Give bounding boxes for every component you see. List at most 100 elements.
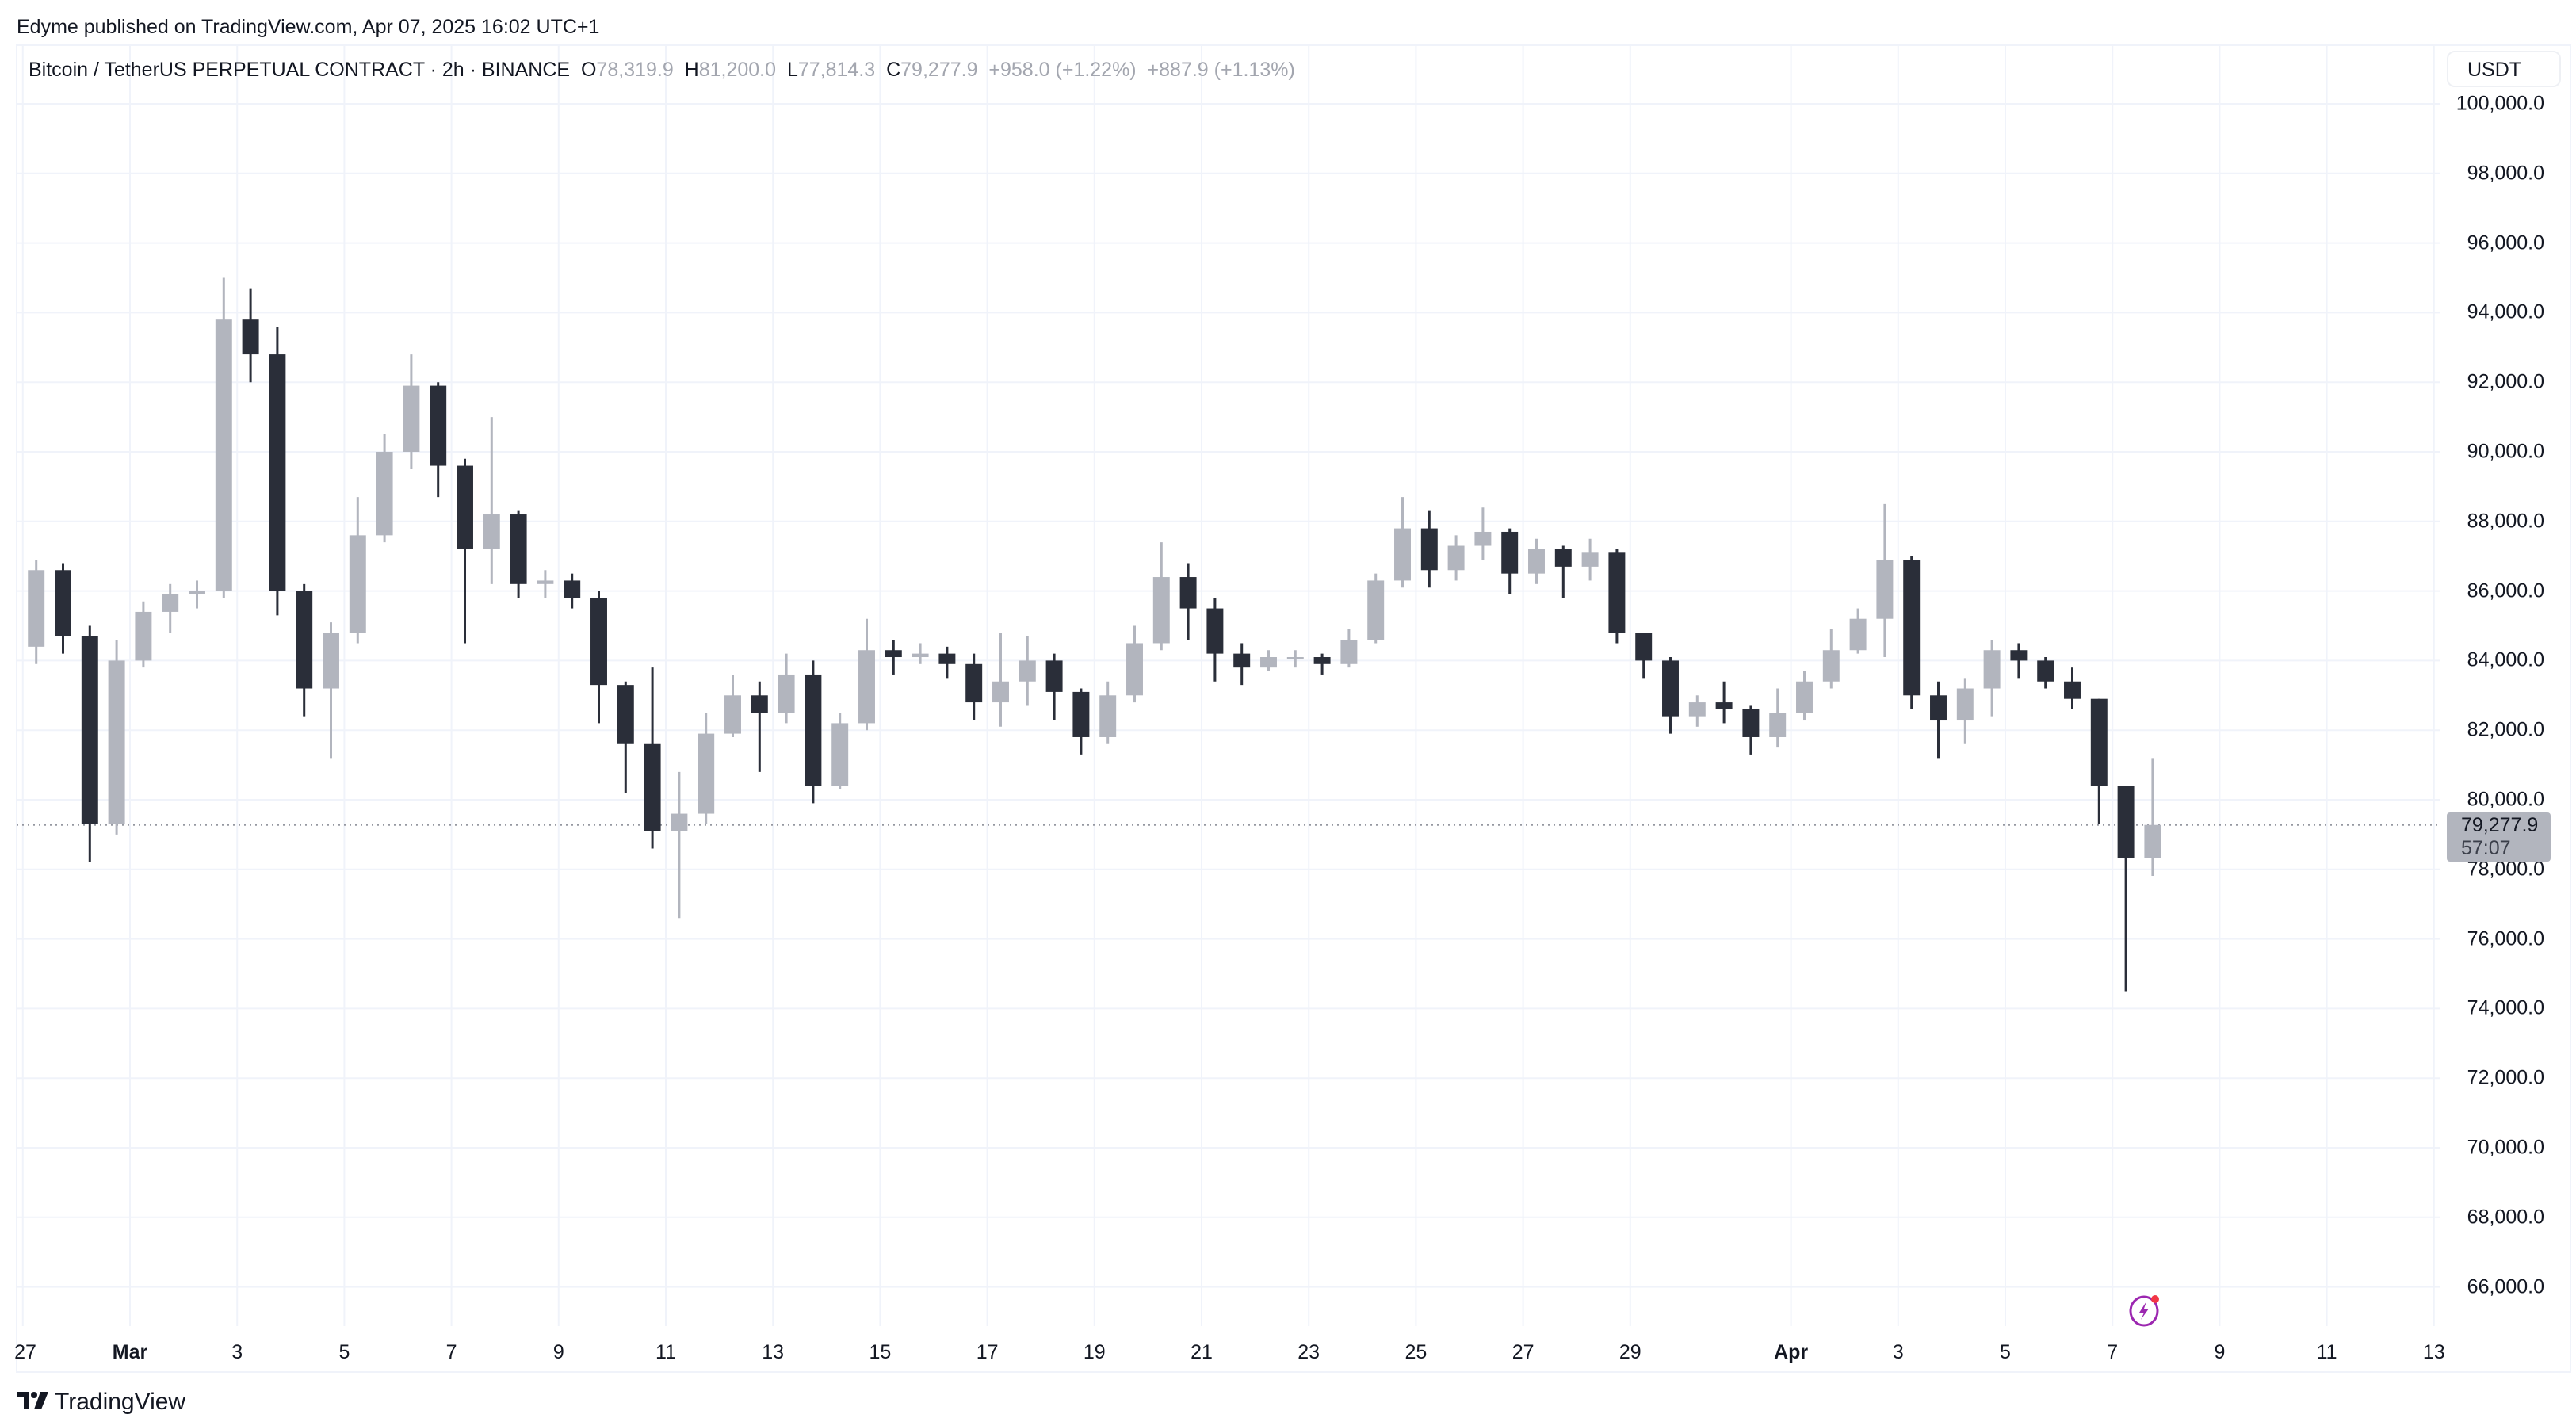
time-tick-label: 9: [552, 1341, 564, 1363]
time-tick-label: 11: [655, 1341, 676, 1363]
time-tick-label: 7: [445, 1341, 457, 1363]
candle-body: [483, 514, 500, 549]
time-tick-label: 5: [338, 1341, 350, 1363]
candle-body: [724, 695, 741, 734]
chart-frame: [16, 44, 2571, 1373]
candle: [938, 646, 956, 679]
candle-body: [403, 385, 420, 452]
candle-body: [1394, 528, 1411, 581]
candle: [1822, 629, 1840, 689]
candle: [189, 580, 205, 609]
candle-body: [242, 319, 259, 355]
candle: [510, 510, 527, 598]
candle-body: [1152, 577, 1170, 644]
time-tick-label: 21: [1191, 1341, 1213, 1363]
candle: [885, 640, 902, 675]
candle: [564, 573, 581, 609]
candle-body: [28, 570, 45, 647]
candle-body: [1528, 549, 1545, 574]
bar-countdown: 57:07: [2461, 836, 2511, 859]
time-tick-label: 13: [2422, 1341, 2445, 1363]
candle-body: [590, 598, 607, 686]
candle-body: [2010, 650, 2028, 661]
tradingview-logo[interactable]: TradingView: [17, 1389, 185, 1416]
candles: [28, 277, 2161, 992]
candle-body: [537, 580, 554, 584]
candle: [215, 277, 232, 598]
candle-body: [1313, 657, 1331, 664]
legend-open-label: O: [580, 59, 597, 81]
legend-close-value: 79,277.9: [900, 59, 978, 81]
candle-body: [965, 663, 983, 703]
candle: [1688, 695, 1706, 727]
candle: [1501, 528, 1519, 594]
candle: [1367, 573, 1385, 644]
candle-body: [992, 681, 1009, 703]
tradingview-logo-icon: [17, 1389, 48, 1416]
price-tick-label: 76,000.0: [2467, 927, 2544, 950]
legend-high-value: 81,200.0: [698, 59, 777, 81]
candle-body: [1956, 688, 1974, 721]
candle: [751, 681, 768, 772]
price-tick-label: 90,000.0: [2467, 440, 2544, 463]
candle: [269, 326, 286, 616]
candle-body: [1742, 709, 1760, 737]
candle-body: [108, 660, 125, 824]
candle: [1019, 636, 1036, 706]
candle: [296, 583, 313, 717]
legend-change: +958.0 (+1.22%): [988, 59, 1137, 81]
currency-button[interactable]: USDT: [2447, 51, 2561, 87]
price-tick-label: 82,000.0: [2467, 718, 2544, 741]
candle: [1903, 556, 1921, 709]
candle: [1206, 598, 1224, 682]
candle-body: [1769, 713, 1787, 737]
candle: [162, 583, 179, 633]
candle-body: [1554, 549, 1572, 567]
candle-body: [376, 452, 393, 536]
candle: [1447, 535, 1465, 581]
candle-body: [885, 650, 902, 658]
candle-body: [1822, 650, 1840, 682]
candle: [1849, 608, 1867, 654]
time-tick-label: 19: [1083, 1341, 1106, 1363]
candle-body: [1286, 657, 1304, 659]
candle: [2090, 698, 2108, 824]
candle-body: [1099, 695, 1117, 737]
price-tick-label: 100,000.0: [2456, 92, 2544, 115]
candle-body: [2144, 824, 2161, 858]
candle: [1394, 497, 1411, 588]
candle: [992, 633, 1009, 727]
candle: [724, 674, 741, 737]
candle-body: [858, 650, 875, 724]
candle-body: [751, 695, 768, 713]
price-tick-label: 86,000.0: [2467, 579, 2544, 602]
candle-body: [1501, 531, 1519, 574]
legend-symbol[interactable]: Bitcoin / TetherUS PERPETUAL CONTRACT · …: [29, 59, 571, 81]
candle-body: [1903, 560, 1921, 696]
candle: [617, 681, 634, 793]
candle: [1528, 538, 1545, 584]
time-tick-label: 3: [231, 1341, 243, 1363]
candle: [135, 601, 152, 668]
candle-body: [1608, 552, 1626, 633]
candle: [1930, 681, 1947, 759]
candle: [1715, 681, 1733, 724]
candle: [1260, 650, 1277, 671]
candle: [323, 622, 339, 759]
candle-body: [349, 535, 366, 633]
candle-body: [457, 465, 473, 549]
price-tick-label: 72,000.0: [2467, 1066, 2544, 1089]
candle-body: [1260, 657, 1277, 668]
lightning-alert-icon[interactable]: [2127, 1292, 2164, 1328]
price-tick-label: 80,000.0: [2467, 788, 2544, 811]
candle: [376, 434, 393, 543]
candle: [965, 653, 983, 721]
price-tick-label: 70,000.0: [2467, 1136, 2544, 1159]
candle-body: [912, 653, 929, 658]
candle-body: [2117, 786, 2135, 858]
candle-body: [510, 514, 527, 584]
candle: [1635, 633, 1653, 679]
candle: [671, 771, 688, 919]
candle-body: [1849, 618, 1867, 651]
